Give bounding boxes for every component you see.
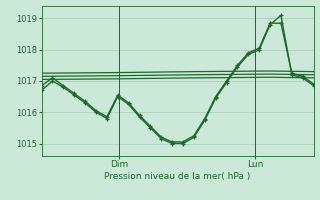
X-axis label: Pression niveau de la mer( hPa ): Pression niveau de la mer( hPa ) — [104, 172, 251, 181]
